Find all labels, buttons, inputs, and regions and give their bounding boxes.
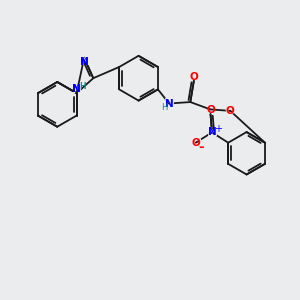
Text: O: O xyxy=(190,136,201,149)
Text: +: + xyxy=(214,124,222,134)
Text: N: N xyxy=(72,82,82,95)
Text: N: N xyxy=(164,97,175,110)
Text: N: N xyxy=(80,57,89,67)
Text: -: - xyxy=(198,141,204,154)
Text: H: H xyxy=(160,103,167,112)
Text: O: O xyxy=(191,138,200,148)
Text: N: N xyxy=(72,84,81,94)
Text: N: N xyxy=(208,128,216,137)
Text: O: O xyxy=(226,106,235,116)
Text: N: N xyxy=(206,126,218,139)
Text: N: N xyxy=(80,56,90,68)
Text: H: H xyxy=(79,82,85,91)
Text: N: N xyxy=(72,84,81,94)
Text: O: O xyxy=(190,72,198,82)
Text: H: H xyxy=(79,82,85,91)
Text: O: O xyxy=(206,105,215,115)
Text: O: O xyxy=(225,104,236,117)
Text: N: N xyxy=(165,98,173,109)
Text: N: N xyxy=(80,57,89,67)
